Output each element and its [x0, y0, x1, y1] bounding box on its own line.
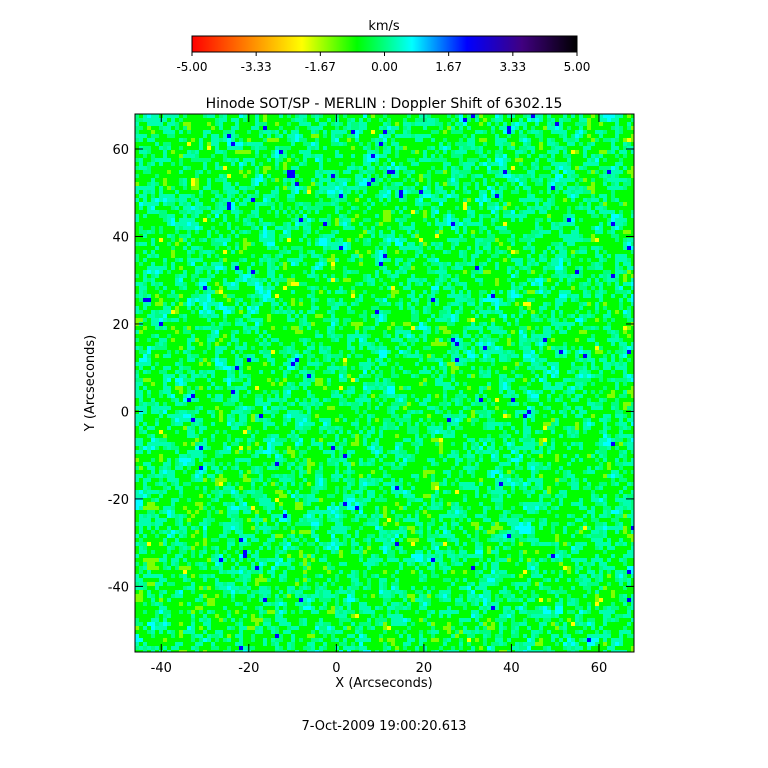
colorbar-tick-label: -1.67 — [305, 60, 336, 74]
x-tick-label: 40 — [503, 661, 520, 676]
x-tick-label: 0 — [332, 661, 340, 676]
colorbar-unit-label: km/s — [368, 19, 400, 34]
timestamp-footer: 7-Oct-2009 19:00:20.613 — [301, 719, 466, 734]
x-tick-label: 20 — [416, 661, 433, 676]
colorbar-tick-label: -5.00 — [176, 60, 207, 74]
colorbar-tick-label: 3.33 — [499, 60, 526, 74]
plot-frame — [134, 113, 635, 653]
colorbar: km/s -5.00 -3.33 -1.67 0.00 1.67 3.33 5.00 — [176, 19, 590, 74]
chart-title: Hinode SOT/SP - MERLIN : Doppler Shift o… — [206, 96, 563, 112]
x-axis-label: X (Arcseconds) — [335, 676, 432, 691]
x-tick-label: -40 — [151, 661, 172, 676]
colorbar-tick-label: 1.67 — [435, 60, 462, 74]
y-tick-label: 60 — [112, 143, 129, 158]
y-tick-label: 0 — [121, 405, 129, 420]
colorbar-tick-label: 5.00 — [564, 60, 591, 74]
x-tick-label: -20 — [238, 661, 259, 676]
x-axis: -40 -20 0 20 40 60 — [151, 114, 608, 676]
colorbar-tick-label: -3.33 — [241, 60, 272, 74]
y-tick-label: -40 — [108, 580, 129, 595]
colorbar-strip — [191, 35, 578, 53]
y-tick-label: 40 — [112, 230, 129, 245]
y-tick-label: 20 — [112, 318, 129, 333]
x-tick-label: 60 — [591, 661, 608, 676]
doppler-map — [135, 114, 634, 652]
colorbar-ticks: -5.00 -3.33 -1.67 0.00 1.67 3.33 5.00 — [176, 52, 590, 74]
colorbar-tick-label: 0.00 — [371, 60, 398, 74]
y-tick-label: -20 — [108, 493, 129, 508]
y-axis: -40 -20 0 20 40 60 — [108, 143, 634, 595]
y-axis-label: Y (Arcseconds) — [83, 335, 98, 432]
